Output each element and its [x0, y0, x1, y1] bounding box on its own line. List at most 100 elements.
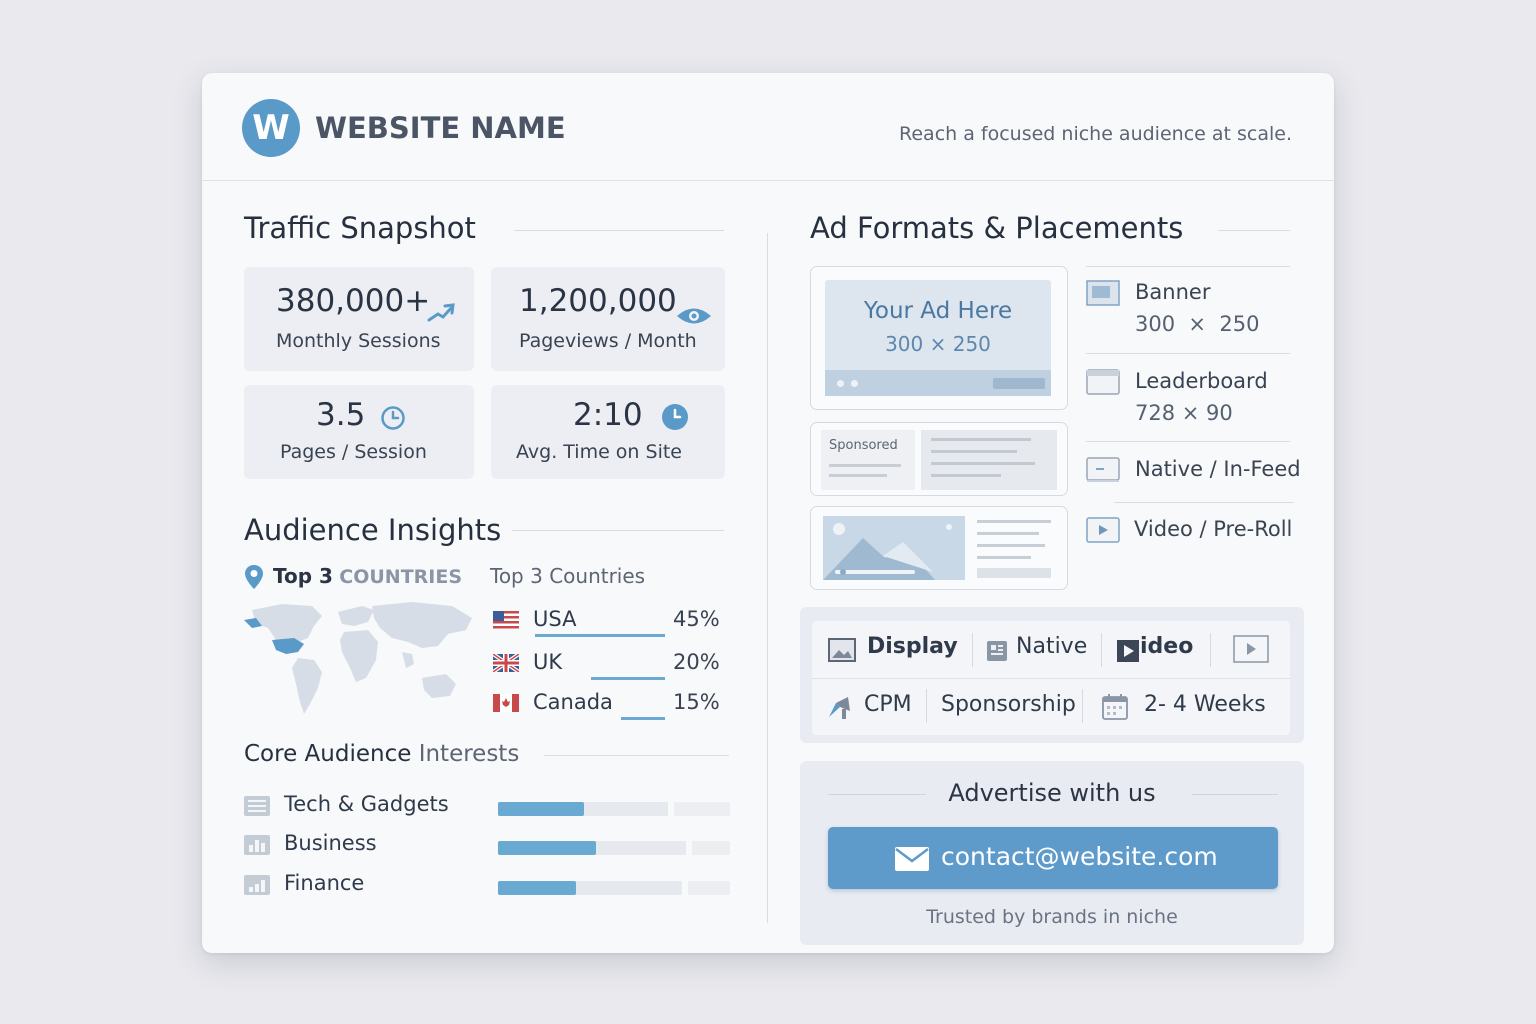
divider: [1114, 502, 1294, 503]
stat-value: 3.5: [316, 397, 366, 433]
country-row-uk: UK 20%: [493, 650, 733, 680]
canada-flag-icon: [493, 694, 519, 712]
format-banner: Banner 300 × 250: [1135, 280, 1259, 336]
ad-placeholder-size: 300 × 250: [885, 332, 991, 356]
display-icon: [828, 638, 856, 662]
divider: [544, 755, 729, 756]
country-bar: [535, 634, 665, 637]
country-name: UK: [533, 650, 563, 674]
stat-value: 2:10: [573, 397, 643, 433]
calendar-icon: [1102, 694, 1128, 720]
chip-separator: [1101, 633, 1102, 667]
interest-name: Finance: [284, 871, 365, 895]
countries-heading-bold: Top 3: [273, 564, 333, 588]
format-native: Native / In-Feed: [1135, 457, 1301, 481]
stat-avg-time: 2:10 Avg. Time on Site: [491, 385, 725, 479]
stat-label: Pageviews / Month: [519, 330, 697, 352]
ad-options-panel: Display Native ideo: [800, 607, 1304, 743]
megaphone-icon: [829, 697, 850, 719]
chip-video[interactable]: ideo: [1140, 634, 1194, 659]
stat-pageviews: 1,200,000 Pageviews / Month: [491, 267, 725, 371]
ad-options-inner: Display Native ideo: [812, 621, 1290, 735]
chip-display[interactable]: Display: [867, 634, 958, 659]
stat-value: 1,200,000: [519, 283, 677, 319]
chip-sponsorship[interactable]: Sponsorship: [941, 692, 1076, 717]
interests-title-bold: Core Audience: [244, 741, 412, 767]
format-name: Video / Pre-Roll: [1134, 517, 1293, 541]
countries-heading: Top 3 COUNTRIES: [273, 564, 462, 588]
clock-icon: [381, 406, 405, 430]
countries-heading-alt: Top 3 Countries: [490, 564, 646, 588]
interest-track-extra: [674, 802, 730, 816]
audience-title: Audience Insights: [244, 513, 502, 547]
interest-row: Business: [244, 831, 734, 859]
country-percent: 15%: [673, 690, 720, 714]
ad-formats-title: Ad Formats & Placements: [810, 211, 1184, 245]
country-name: Canada: [533, 690, 613, 714]
stat-value: 380,000+: [276, 283, 431, 319]
cta-note: Trusted by brands in niche: [926, 906, 1178, 928]
interest-name: Tech & Gadgets: [284, 792, 449, 816]
column-divider: [767, 233, 768, 923]
chip-cpm[interactable]: CPM: [864, 692, 912, 717]
article-lines: [973, 516, 1055, 580]
format-name: Leaderboard: [1135, 369, 1268, 393]
cta-panel: Advertise with us contact@website.com Tr…: [800, 761, 1304, 945]
format-name: Native / In-Feed: [1135, 457, 1301, 481]
sponsored-block: Sponsored: [821, 430, 915, 490]
divider: [514, 230, 724, 231]
list-icon: [244, 796, 270, 816]
divider: [828, 794, 926, 795]
ad-preview-image: [810, 506, 1068, 590]
divider: [1086, 441, 1290, 442]
video-play-icon: [1117, 640, 1139, 662]
divider: [1086, 353, 1290, 354]
divider: [1192, 794, 1278, 795]
contact-email-button[interactable]: contact@website.com: [828, 827, 1278, 889]
country-row-usa: USA 45%: [493, 607, 733, 637]
location-pin-icon: [245, 565, 263, 589]
chip-native[interactable]: Native: [1016, 634, 1088, 659]
format-size: 728 × 90: [1135, 401, 1233, 425]
ad-preview-rectangle: Your Ad Here 300 × 250: [810, 266, 1068, 410]
chip-separator: [926, 689, 927, 723]
format-size: 300 × 250: [1135, 312, 1260, 336]
header: W WEBSITE NAME Reach a focused niche aud…: [202, 73, 1334, 181]
divider: [512, 530, 724, 531]
format-name: Banner: [1135, 280, 1211, 304]
clock-icon: [662, 404, 688, 430]
video-icon: [1086, 517, 1120, 543]
native-content: [921, 430, 1057, 490]
native-feed-icon: [1086, 457, 1120, 482]
video-frame-icon: [1233, 635, 1269, 663]
interest-row: Finance: [244, 871, 734, 899]
chip-duration[interactable]: 2- 4 Weeks: [1144, 692, 1266, 717]
site-logo: W: [242, 99, 300, 157]
chip-separator: [1082, 689, 1083, 723]
native-icon: [987, 641, 1007, 661]
format-video: Video / Pre-Roll: [1134, 517, 1292, 541]
stat-pages-per-session: 3.5 Pages / Session: [244, 385, 474, 479]
stat-label: Pages / Session: [280, 441, 427, 463]
eye-icon: [677, 308, 711, 324]
country-row-canada: Canada 15%: [493, 690, 733, 720]
world-map: [244, 602, 472, 714]
divider: [1086, 266, 1290, 267]
image-placeholder-icon: [823, 516, 965, 580]
ad-placeholder-bar: [825, 370, 1051, 396]
uk-flag-icon: [493, 654, 519, 672]
traffic-title: Traffic Snapshot: [244, 211, 476, 245]
us-flag-icon: [493, 611, 519, 629]
cta-title: Advertise with us: [948, 779, 1156, 807]
country-name: USA: [533, 607, 577, 631]
interests-title: Core Audience Interests: [244, 741, 519, 767]
contact-email: contact@website.com: [941, 842, 1218, 871]
stat-label: Monthly Sessions: [276, 330, 441, 352]
chip-separator: [972, 633, 973, 667]
leaderboard-icon: [1086, 369, 1120, 395]
interest-fill: [498, 802, 584, 816]
stat-label: Avg. Time on Site: [516, 441, 682, 463]
country-bar: [621, 717, 665, 720]
countries-heading-caps: COUNTRIES: [339, 566, 463, 588]
site-name: WEBSITE NAME: [315, 111, 566, 145]
